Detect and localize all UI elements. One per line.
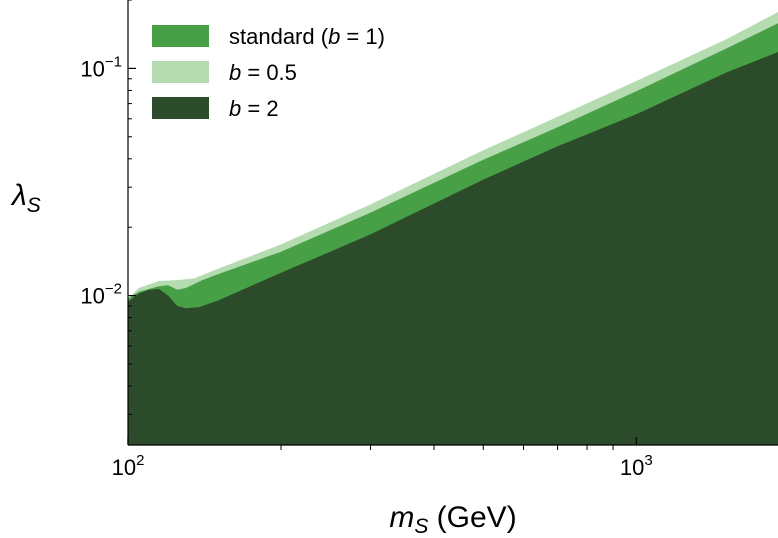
x-tick-label-0: 102: [112, 452, 145, 480]
x-axis-label-unit: (GeV): [437, 501, 517, 534]
series-area-2: [128, 52, 778, 445]
x-axis-label-unit-space: [428, 501, 436, 534]
legend-swatch: [152, 25, 209, 47]
x-tick-label-1: 103: [620, 452, 653, 480]
legend-label: standard (b = 1): [229, 24, 385, 49]
legend-label: b = 0.5: [229, 60, 297, 85]
y-tick-label-0: 10−2: [80, 281, 122, 309]
axes: 102 103 10−2 10−1: [80, 0, 778, 480]
x-axis-label-symbol: m: [389, 501, 414, 534]
y-tick-label-1: 10−1: [80, 53, 122, 81]
y-axis-label-subscript: S: [27, 194, 41, 217]
x-axis-label-subscript: S: [414, 515, 428, 538]
legend-swatch: [152, 97, 209, 119]
legend-swatch: [152, 61, 209, 83]
x-ticks: 102 103: [112, 437, 653, 480]
legend: standard (b = 1) b = 0.5 b = 2: [152, 24, 385, 121]
y-ticks: 10−2 10−1: [80, 0, 136, 415]
data-areas: [128, 12, 778, 446]
y-axis-label: λS: [10, 179, 41, 217]
x-axis-label: mS (GeV): [389, 501, 516, 538]
legend-label: b = 2: [229, 96, 279, 121]
y-axis-label-symbol: λ: [10, 179, 27, 212]
